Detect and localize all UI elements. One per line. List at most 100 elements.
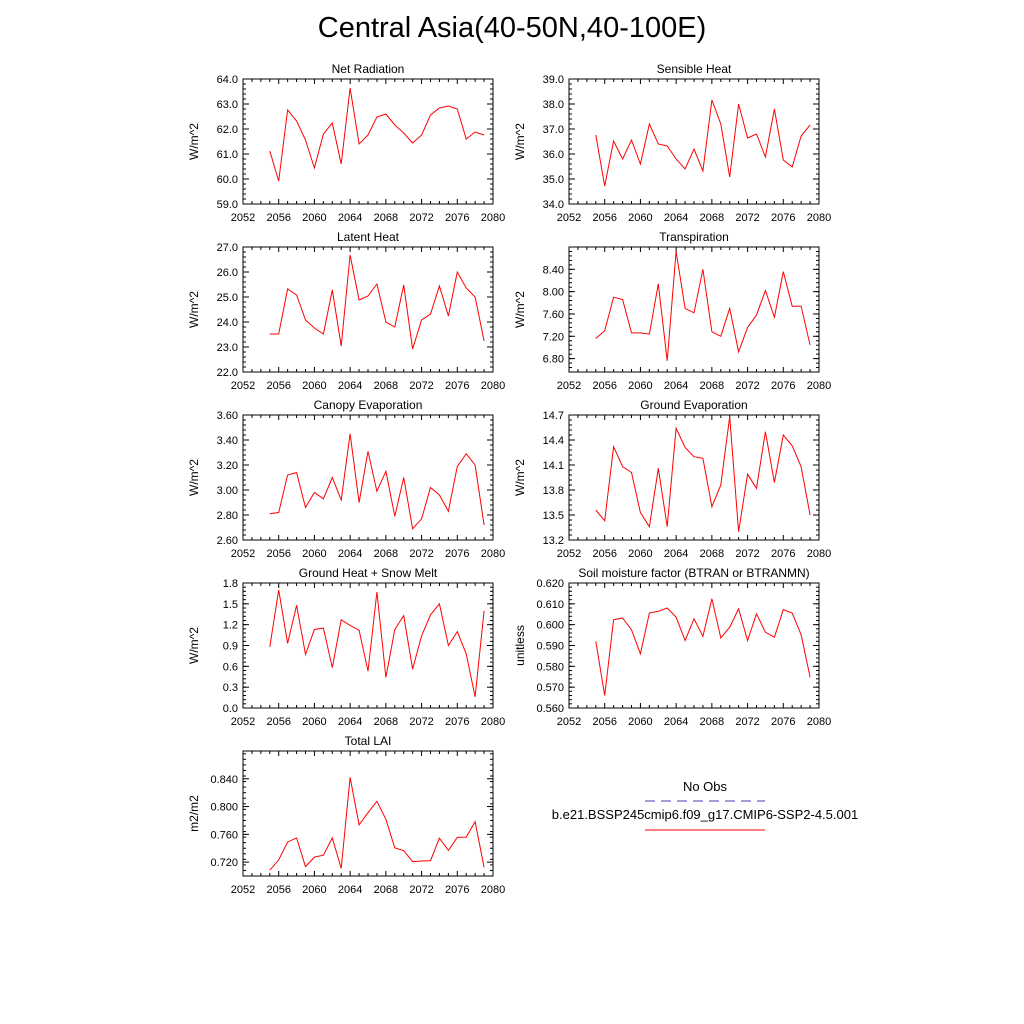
y-tick-label: 0.620: [536, 578, 564, 590]
y-tick-label: 1.8: [223, 578, 238, 590]
x-tick-label: 2068: [700, 212, 724, 224]
y-tick-label: 7.60: [543, 309, 564, 321]
plot-frame: [568, 582, 820, 709]
y-tick-label: 0.6: [223, 661, 238, 673]
x-tick-label: 2064: [664, 716, 688, 728]
x-tick-label: 2080: [807, 716, 831, 728]
panel-title: Sensible Heat: [657, 62, 732, 76]
x-tick-label: 2064: [338, 884, 362, 896]
x-tick-label: 2072: [409, 548, 433, 560]
chart-panel: Ground Heat + Snow Melt W/m^2 2052 2056 2060…: [187, 566, 505, 728]
x-tick-label: 2068: [700, 548, 724, 560]
figure-title: Central Asia(40-50N,40-100E): [317, 12, 707, 44]
y-tick-label: 2.60: [217, 535, 238, 547]
y-tick-label: 61.0: [217, 149, 238, 161]
x-tick-label: 2060: [628, 380, 652, 392]
x-tick-label: 2052: [557, 548, 581, 560]
series-line: [595, 251, 811, 361]
y-tick-label: 3.40: [217, 435, 238, 447]
y-tick-label: 3.60: [217, 410, 238, 422]
y-tick-label: 0.560: [536, 703, 564, 715]
panel-title: Ground Heat + Snow Melt: [299, 566, 438, 580]
y-tick-label: 0.9: [223, 641, 238, 653]
x-tick-label: 2060: [628, 716, 652, 728]
y-tick-label: 14.7: [543, 410, 564, 422]
plot-frame: [242, 246, 494, 373]
panel-title: Latent Heat: [337, 230, 400, 244]
x-tick-label: 2064: [338, 548, 362, 560]
y-tick-label: 1.2: [223, 620, 238, 632]
plot-frame: [242, 78, 494, 205]
series-line: [269, 254, 485, 350]
x-tick-label: 2076: [771, 716, 795, 728]
x-tick-label: 2072: [735, 380, 759, 392]
panel-title: Soil moisture factor (BTRAN or BTRANMN): [578, 566, 809, 580]
y-tick-label: 26.0: [217, 267, 238, 279]
y-tick-label: 8.40: [543, 264, 564, 276]
x-tick-label: 2052: [557, 212, 581, 224]
y-tick-label: 59.0: [217, 199, 238, 211]
y-tick-label: 0.3: [223, 682, 238, 694]
x-tick-label: 2072: [735, 716, 759, 728]
y-tick-label: 0.610: [536, 599, 564, 611]
series-line: [269, 777, 485, 871]
x-tick-label: 2056: [592, 548, 616, 560]
series-line: [269, 589, 485, 698]
x-tick-label: 2068: [374, 380, 398, 392]
x-tick-label: 2052: [231, 716, 255, 728]
x-tick-label: 2076: [445, 884, 469, 896]
x-tick-label: 2064: [664, 380, 688, 392]
y-tick-label: 60.0: [217, 174, 238, 186]
x-tick-label: 2068: [374, 212, 398, 224]
y-tick-label: 0.840: [210, 774, 238, 786]
y-tick-label: 8.00: [543, 287, 564, 299]
x-tick-label: 2080: [481, 380, 505, 392]
y-tick-label: 7.20: [543, 331, 564, 343]
x-tick-label: 2052: [231, 380, 255, 392]
panel-title: Ground Evaporation: [640, 398, 747, 412]
legend-obs-label: No Obs: [682, 779, 728, 794]
x-tick-label: 2076: [445, 548, 469, 560]
x-tick-label: 2056: [592, 716, 616, 728]
y-tick-label: 38.0: [543, 99, 564, 111]
y-axis-label: W/m^2: [187, 627, 201, 664]
x-tick-label: 2068: [374, 884, 398, 896]
x-tick-label: 2056: [592, 380, 616, 392]
y-tick-label: 13.2: [543, 535, 564, 547]
y-tick-label: 13.8: [543, 485, 564, 497]
y-tick-label: 0.580: [536, 661, 564, 673]
x-tick-label: 2080: [807, 548, 831, 560]
chart-panel: Latent Heat W/m^2 2052 2056 2060 2064 2068 2072…: [187, 230, 505, 392]
x-tick-label: 2064: [664, 212, 688, 224]
panel-title: Transpiration: [659, 230, 729, 244]
y-tick-label: 24.0: [217, 317, 238, 329]
y-axis-label: W/m^2: [187, 459, 201, 496]
x-tick-label: 2060: [302, 548, 326, 560]
x-tick-label: 2072: [409, 212, 433, 224]
series-line: [269, 433, 485, 530]
x-tick-label: 2068: [700, 380, 724, 392]
x-tick-label: 2056: [266, 380, 290, 392]
x-tick-label: 2068: [374, 716, 398, 728]
y-tick-label: 0.600: [536, 620, 564, 632]
x-tick-label: 2076: [771, 380, 795, 392]
x-tick-label: 2064: [338, 212, 362, 224]
x-tick-label: 2060: [302, 380, 326, 392]
x-tick-label: 2052: [557, 380, 581, 392]
chart-panel: Canopy Evaporation W/m^2 2052 2056 2060 2064 2…: [187, 398, 505, 560]
x-tick-label: 2076: [445, 380, 469, 392]
x-tick-label: 2080: [481, 548, 505, 560]
x-tick-label: 2064: [338, 380, 362, 392]
y-axis-label: m2/m2: [187, 795, 201, 832]
y-tick-label: 39.0: [543, 74, 564, 86]
legend-case-label: b.e21.BSSP245cmip6.f09_g17.CMIP6-SSP2-4.…: [551, 807, 859, 822]
x-tick-label: 2072: [409, 716, 433, 728]
x-tick-label: 2076: [445, 212, 469, 224]
y-axis-label: W/m^2: [513, 123, 527, 160]
x-tick-label: 2072: [409, 884, 433, 896]
x-tick-label: 2060: [302, 212, 326, 224]
y-tick-label: 14.4: [543, 435, 564, 447]
chart-panel: Soil moisture factor (BTRAN or BTRANMN) u…: [513, 566, 831, 728]
y-tick-label: 1.5: [223, 599, 238, 611]
